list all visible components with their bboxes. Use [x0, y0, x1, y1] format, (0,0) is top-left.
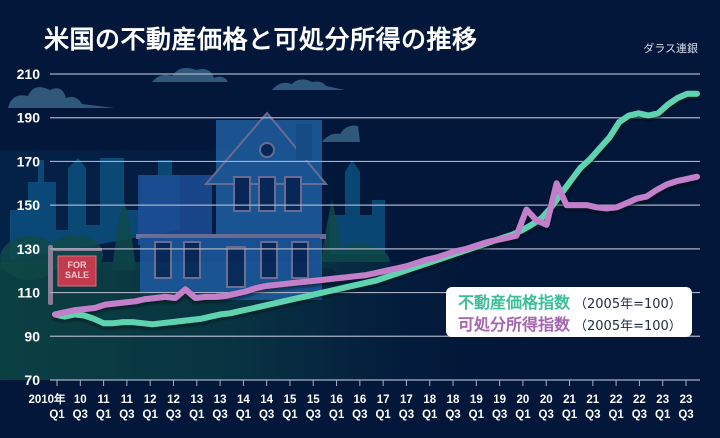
x-tick-label-bottom: Q3 — [492, 409, 507, 421]
x-tick-label-bottom: Q1 — [375, 409, 391, 421]
x-tick-label-bottom: Q3 — [632, 409, 647, 421]
y-tick-label: 90 — [24, 328, 40, 344]
x-tick-label-top: 2010年 — [28, 392, 66, 406]
x-tick-label-bottom: Q1 — [189, 409, 205, 421]
x-tick-label-top: 20 — [540, 394, 553, 406]
x-tick-label-bottom: Q3 — [678, 409, 693, 421]
svg-text:FOR: FOR — [68, 260, 87, 270]
y-tick-label: 130 — [17, 241, 41, 257]
x-tick-label-top: 17 — [400, 394, 413, 406]
x-tick-label-bottom: Q1 — [143, 409, 159, 421]
x-tick-label-top: 11 — [121, 394, 134, 406]
x-tick-label-bottom: Q1 — [655, 409, 671, 421]
series-lines — [52, 90, 700, 328]
x-tick-label-top: 10 — [74, 394, 87, 406]
x-tick-label-bottom: Q3 — [73, 409, 88, 421]
x-tick-label-top: 12 — [167, 394, 180, 406]
legend-label-housing: 不動産価格指数 — [458, 293, 571, 312]
y-tick-label: 150 — [17, 197, 41, 213]
x-tick-label-top: 23 — [680, 394, 693, 406]
chart-title: 米国の不動産価格と可処分所得の推移 — [44, 25, 478, 54]
x-tick-label-top: 13 — [190, 394, 203, 406]
x-tick-label-bottom: Q3 — [166, 409, 181, 421]
x-tick-label-bottom: Q1 — [282, 409, 298, 421]
x-tick-label-top: 19 — [470, 394, 483, 406]
x-tick-label-top: 19 — [493, 394, 506, 406]
x-tick-label-top: 15 — [284, 394, 297, 406]
x-tick-label-top: 16 — [330, 394, 343, 406]
x-tick-label-top: 17 — [377, 394, 390, 406]
x-tick-label-bottom: Q1 — [422, 409, 438, 421]
housing-price-line — [52, 90, 700, 328]
legend-label-income: 可処分所得指数 — [458, 315, 571, 334]
x-tick-label-top: 15 — [307, 394, 320, 406]
x-tick-label-top: 21 — [586, 394, 599, 406]
y-tick-label: 110 — [17, 285, 40, 301]
x-tick-label-bottom: Q1 — [608, 409, 624, 421]
x-tick-label-bottom: Q3 — [352, 409, 367, 421]
cloud-icon — [8, 68, 360, 142]
legend-note-housing: （2005年=100） — [574, 297, 682, 312]
x-tick-label-bottom: Q3 — [399, 409, 414, 421]
y-tick-label: 170 — [17, 153, 41, 169]
x-tick-label-top: 14 — [260, 394, 273, 406]
x-tick-label-top: 23 — [656, 394, 669, 406]
x-tick-label-bottom: Q3 — [119, 409, 134, 421]
x-tick-label-bottom: Q1 — [562, 409, 578, 421]
x-tick-label-bottom: Q3 — [306, 409, 321, 421]
disposable-income-line — [52, 173, 700, 318]
house-illustration — [136, 111, 329, 300]
background-illustration: FOR SALE — [0, 68, 520, 380]
x-tick-label-top: 14 — [237, 394, 250, 406]
x-tick-label-top: 11 — [98, 394, 111, 406]
x-tick-label-bottom: Q1 — [329, 409, 345, 421]
source-label: ダラス連銀 — [643, 42, 698, 55]
x-axis: 2010年 Q1 10 Q3 11 Q1 11 Q3 12 Q1 12 Q3 13 Q1 13 Q3 14 Q1 1… — [28, 380, 694, 421]
legend-note-income: （2005年=100） — [574, 319, 682, 334]
x-tick-label-bottom: Q3 — [539, 409, 554, 421]
x-tick-label-bottom: Q1 — [49, 409, 65, 421]
y-tick-label: 210 — [17, 66, 41, 82]
x-tick-label-bottom: Q3 — [212, 409, 227, 421]
legend-item-income: 可処分所得指数 （2005年=100） — [458, 311, 692, 334]
x-tick-label-top: 12 — [144, 394, 157, 406]
x-tick-label-top: 13 — [214, 394, 227, 406]
x-tick-label-top: 18 — [423, 394, 436, 406]
y-tick-label: 70 — [24, 372, 40, 388]
x-tick-label-top: 21 — [563, 394, 576, 406]
x-tick-label-top: 22 — [633, 394, 646, 406]
x-tick-label-top: 16 — [353, 394, 366, 406]
x-tick-label-bottom: Q1 — [469, 409, 485, 421]
x-tick-label-top: 18 — [447, 394, 460, 406]
x-tick-label-bottom: Q3 — [585, 409, 600, 421]
x-tick-label-bottom: Q3 — [259, 409, 274, 421]
for-sale-sign: FOR SALE — [48, 245, 102, 305]
x-tick-label-top: 22 — [610, 394, 623, 406]
legend: 不動産価格指数 （2005年=100） 可処分所得指数 （2005年=100） — [446, 287, 692, 337]
x-tick-label-bottom: Q1 — [515, 409, 531, 421]
x-tick-label-bottom: Q3 — [445, 409, 460, 421]
x-tick-label-bottom: Q1 — [236, 409, 252, 421]
legend-item-housing: 不動産価格指数 （2005年=100） — [458, 289, 692, 312]
x-tick-label-top: 20 — [517, 394, 530, 406]
y-tick-label: 190 — [17, 110, 41, 126]
svg-text:SALE: SALE — [65, 270, 89, 280]
x-tick-label-bottom: Q1 — [96, 409, 112, 421]
